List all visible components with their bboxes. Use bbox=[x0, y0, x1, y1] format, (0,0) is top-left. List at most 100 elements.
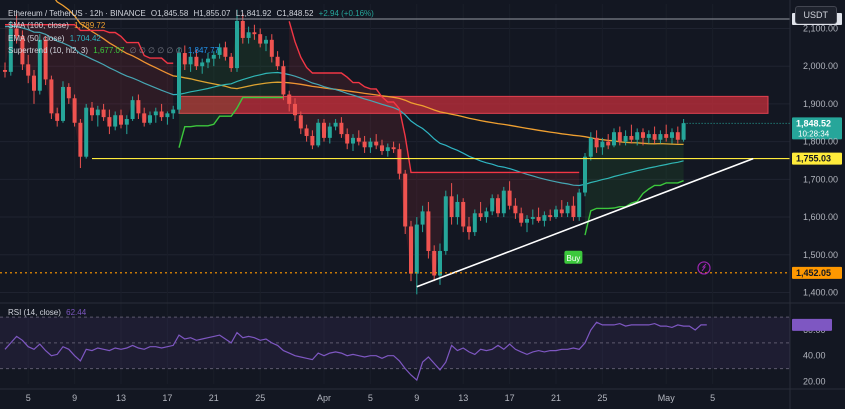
candle-body bbox=[658, 134, 663, 140]
candle-body bbox=[472, 213, 477, 233]
ohlc-close: C1,848.52 bbox=[276, 9, 314, 18]
candle-body bbox=[84, 107, 89, 157]
candle-body bbox=[374, 141, 379, 146]
candle-body bbox=[78, 122, 83, 157]
candle-body bbox=[652, 134, 657, 140]
supertrend-fill bbox=[179, 21, 284, 148]
candle-body bbox=[623, 135, 628, 142]
ema-legend[interactable]: EMA (50, close) 1,704.42 bbox=[8, 33, 104, 44]
candle-body bbox=[496, 198, 500, 214]
candle-body bbox=[229, 56, 234, 69]
alert-icon-bolt bbox=[701, 263, 707, 272]
candle-body bbox=[641, 132, 645, 138]
candle-body bbox=[327, 126, 332, 138]
price-tick-label: 1,800.00 bbox=[803, 137, 838, 147]
candle-body bbox=[20, 36, 25, 65]
candle-body bbox=[385, 147, 390, 152]
price-tick-label: 1,900.00 bbox=[803, 99, 838, 109]
ohlc-high: H1,855.07 bbox=[193, 9, 231, 18]
sma-label: SMA (100, close) bbox=[8, 21, 69, 30]
candle-body bbox=[542, 215, 547, 221]
candle-body bbox=[124, 119, 129, 125]
currency-button[interactable]: USDT bbox=[794, 6, 837, 24]
time-tick-label: 9 bbox=[414, 393, 419, 403]
candle-body bbox=[467, 226, 471, 233]
candle-body bbox=[548, 215, 553, 218]
candle-body bbox=[368, 141, 373, 148]
candle-body bbox=[559, 209, 564, 214]
candle-body bbox=[148, 115, 152, 123]
candle-body bbox=[675, 132, 680, 140]
candle-body bbox=[316, 122, 321, 146]
candle-body bbox=[298, 115, 303, 129]
supertrend-fill bbox=[289, 21, 580, 276]
time-tick-label: 5 bbox=[368, 393, 373, 403]
candle-body bbox=[211, 54, 216, 59]
candle-body bbox=[177, 53, 181, 110]
candle-body bbox=[478, 213, 483, 218]
time-tick-label: 5 bbox=[710, 393, 715, 403]
symbol-legend[interactable]: Ethereum / TetherUS · 12h · BINANCE O1,8… bbox=[8, 8, 377, 19]
candle-body bbox=[432, 250, 437, 276]
candle-body bbox=[252, 32, 257, 35]
candle-body bbox=[217, 47, 222, 55]
candle-body bbox=[206, 58, 210, 63]
time-tick-label: 17 bbox=[162, 393, 172, 403]
time-tick-label: 25 bbox=[255, 393, 265, 403]
candle-body bbox=[159, 111, 164, 118]
candle-body bbox=[635, 132, 640, 140]
candle-body bbox=[246, 32, 251, 38]
candle-body bbox=[554, 209, 558, 218]
sma-legend[interactable]: SMA (100, close) 1,789.72 bbox=[8, 20, 108, 31]
time-tick-label: 21 bbox=[209, 393, 219, 403]
candle-body bbox=[182, 53, 187, 65]
candle-body bbox=[107, 117, 112, 127]
price-label-bg bbox=[792, 117, 842, 140]
candle-body bbox=[409, 226, 413, 274]
supertrend-label: Supertrend (10, hl2, 3) bbox=[8, 46, 89, 55]
candle-body bbox=[501, 190, 506, 214]
rsi-tick-label: 20.00 bbox=[803, 376, 826, 386]
rsi-legend[interactable]: RSI (14, close) 62.44 bbox=[8, 307, 89, 318]
candle-body bbox=[351, 137, 355, 144]
price-change: +2.94 (+0.16%) bbox=[318, 9, 374, 18]
candles-layer bbox=[3, 9, 686, 295]
candle-body bbox=[258, 34, 263, 44]
candle-body bbox=[519, 213, 524, 223]
candle-body bbox=[61, 86, 65, 121]
symbol-title: Ethereum / TetherUS · 12h · BINANCE bbox=[8, 9, 146, 18]
candle-body bbox=[426, 211, 431, 251]
ema-label: EMA (50, close) bbox=[8, 34, 65, 43]
candle-body bbox=[525, 218, 529, 223]
candle-body bbox=[101, 109, 106, 118]
candle-body bbox=[391, 147, 396, 150]
resistance-zone bbox=[179, 96, 768, 114]
candle-body bbox=[49, 79, 54, 114]
indicators-layer bbox=[4, 0, 684, 276]
price-tick-label: 1,700.00 bbox=[803, 174, 838, 184]
candle-body bbox=[113, 115, 118, 127]
supertrend-legend[interactable]: Supertrend (10, hl2, 3) 1,677.07 ∅ ∅ ∅ ∅… bbox=[8, 45, 222, 56]
candle-body bbox=[90, 107, 94, 116]
buy-label-text: Buy bbox=[567, 254, 581, 263]
candle-body bbox=[293, 103, 297, 116]
price-tick-label: 2,000.00 bbox=[803, 61, 838, 71]
ema-value: 1,704.42 bbox=[69, 34, 101, 43]
candle-body bbox=[3, 69, 7, 72]
candle-body bbox=[269, 39, 274, 57]
candle-body bbox=[240, 20, 245, 38]
candle-body bbox=[37, 39, 42, 91]
supertrend-fill bbox=[585, 123, 684, 236]
time-tick-label: 13 bbox=[116, 393, 126, 403]
time-axis[interactable]: 5 9 13 17 21 25 Apr 5 9 13 17 21 25 May 5 bbox=[26, 393, 715, 403]
supertrend-down-line bbox=[288, 21, 580, 174]
candle-body bbox=[119, 115, 123, 125]
candle-body bbox=[449, 196, 454, 218]
price-tick-label: 1,400.00 bbox=[803, 287, 838, 297]
candle-body bbox=[588, 137, 593, 157]
time-tick-label: Apr bbox=[317, 393, 331, 403]
time-tick-label: May bbox=[658, 393, 676, 403]
